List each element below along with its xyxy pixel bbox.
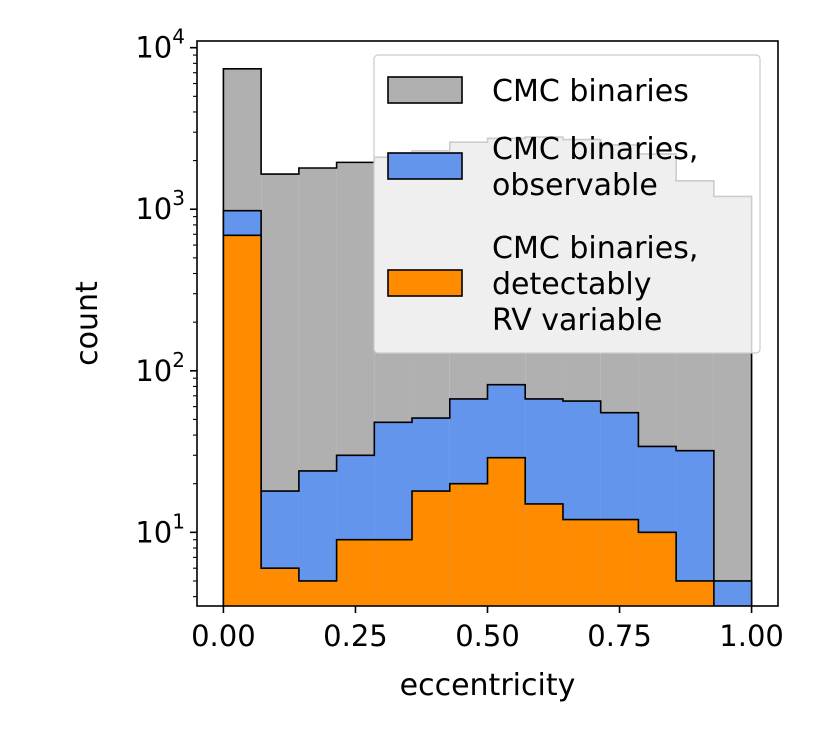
x-tick-label: 0.00 [191,619,256,653]
legend-label: RV variable [492,303,662,338]
y-tick-label: 104 [135,25,185,65]
legend-label: CMC binaries, [492,132,698,167]
y-axis-ticks: 101 102 103 104 [135,25,197,598]
x-axis-label: eccentricity [400,668,576,703]
bar [374,539,413,606]
legend-label: CMC binaries, [492,231,698,266]
y-axis-label: count [70,281,105,366]
bar [261,568,299,606]
bar [676,580,714,606]
bar [676,450,714,606]
y-tick-label: 103 [135,186,185,226]
y-tick-label: 101 [135,509,185,549]
bar [412,491,450,606]
histogram-bars [222,68,753,607]
bar [600,519,639,606]
bar [525,503,563,606]
bar [638,532,677,606]
x-tick-label: 1.00 [719,619,784,653]
legend-label: observable [492,168,658,203]
bar [562,519,601,606]
bar [449,483,488,606]
legend-swatch [387,152,463,180]
x-tick-label: 0.75 [587,619,652,653]
series-outline [222,209,753,606]
y-tick-label: 102 [135,348,185,388]
legend-swatch [387,76,463,104]
x-tick-label: 0.25 [323,619,388,653]
bar [223,235,262,607]
bar [336,539,375,606]
x-axis-ticks: 0.00 0.25 0.50 0.75 1.00 [191,606,784,653]
legend-entry: CMC binaries,observable [387,132,698,203]
series-outline [222,234,715,606]
bar [487,457,526,606]
legend-box [373,54,761,354]
bar [713,580,752,606]
bar [298,580,337,606]
legend-label: CMC binaries [492,74,689,109]
series-3 [222,234,715,607]
legend-swatch [387,269,463,297]
legend-label: detectably [492,267,652,302]
x-tick-label: 0.50 [455,619,520,653]
legend-entry: CMC binaries [387,74,689,109]
